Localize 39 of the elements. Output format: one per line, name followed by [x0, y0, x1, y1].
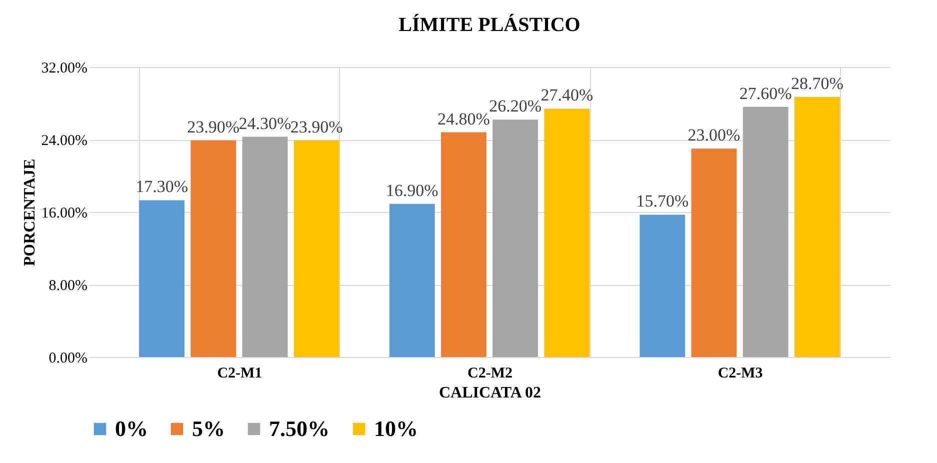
data-label: 27.40%	[540, 86, 594, 105]
bar	[389, 204, 435, 357]
data-label: 17.30%	[136, 177, 188, 196]
y-tick-label: 8.00%	[48, 278, 88, 294]
bar	[492, 120, 538, 357]
chart-title: LÍMITE PLÁSTICO	[398, 13, 580, 36]
y-tick-label: 16.00%	[41, 206, 88, 222]
bar	[640, 214, 686, 357]
data-label: 23.90%	[187, 117, 240, 136]
data-label: 15.70%	[636, 192, 689, 211]
legend-label: 0%	[115, 416, 148, 441]
y-tick-label: 24.00%	[41, 133, 88, 149]
x-axis-title: CALICATA 02	[438, 384, 542, 402]
data-label: 24.30%	[238, 114, 292, 133]
y-tick-label: 32.00%	[41, 60, 88, 76]
bar	[440, 132, 486, 357]
data-label: 23.00%	[688, 126, 740, 145]
data-label: 16.90%	[386, 180, 438, 200]
data-label: 24.80%	[437, 109, 490, 128]
data-label: 23.90%	[290, 117, 343, 136]
legend-label: 7.50%	[269, 416, 330, 441]
x-tick-label: C2-M3	[718, 366, 763, 382]
bar	[742, 106, 788, 357]
legend-label: 10%	[374, 416, 418, 441]
bar	[691, 148, 737, 357]
y-axis-title: PORCENTAJE	[21, 158, 38, 266]
bar	[242, 136, 288, 357]
x-tick-label: C2-M1	[217, 366, 262, 382]
legend-label: 5%	[192, 416, 225, 441]
data-label: 26.20%	[489, 96, 542, 116]
data-label: 28.70%	[791, 74, 844, 93]
bar	[139, 200, 184, 357]
bar	[294, 140, 340, 357]
bar	[794, 96, 840, 357]
bar	[544, 108, 590, 357]
x-tick-label: C2-M2	[468, 366, 512, 382]
bar	[190, 140, 236, 357]
data-label: 27.60%	[739, 84, 792, 103]
y-tick-label: 0.00%	[48, 350, 88, 366]
